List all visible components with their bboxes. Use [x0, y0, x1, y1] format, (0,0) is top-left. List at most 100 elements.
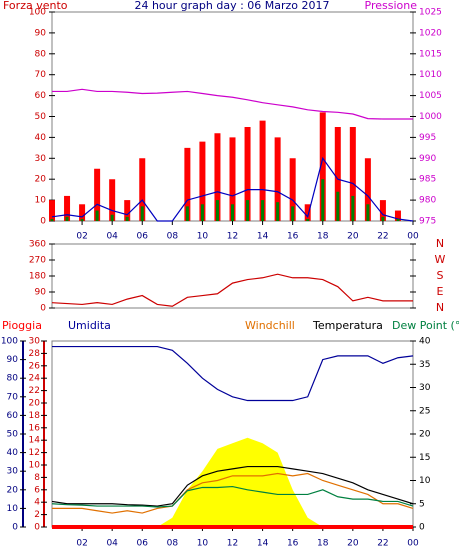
- y3-tick-label: 18: [29, 411, 41, 421]
- y2-tick-label: 40: [419, 337, 431, 347]
- y-tick-label: 70: [35, 70, 47, 80]
- x-tick-label: 16: [287, 232, 299, 242]
- y-tick-label: 80: [35, 49, 47, 59]
- x-tick-label: 04: [106, 232, 118, 242]
- y-tick-label: 60: [35, 91, 47, 101]
- legend-label: Windchill: [245, 319, 295, 332]
- y3-tick-label: 6: [34, 485, 40, 495]
- y2-tick-label: S: [437, 269, 444, 282]
- y2-tick-label: 1000: [419, 112, 442, 122]
- y2-tick-label: E: [437, 285, 444, 298]
- chart-title: 24 hour graph day : 06 Marzo 2017: [134, 0, 329, 12]
- x-tick-label: 22: [377, 232, 388, 242]
- x-tick-label: 14: [257, 232, 269, 242]
- series-line: [51, 273, 413, 307]
- series-line: [52, 472, 414, 514]
- x-tick-label: 00: [407, 232, 419, 242]
- x-tick-label: 02: [76, 539, 87, 549]
- y3-tick-label: 16: [29, 423, 41, 433]
- y2-tick-label: 1015: [419, 49, 442, 59]
- y2-tick-label: 30: [419, 383, 431, 393]
- pressure-axis-label: Pressione: [365, 0, 418, 12]
- legend-label: Pioggia: [2, 319, 42, 332]
- y-tick-label: 180: [29, 272, 46, 282]
- x-tick-label: 10: [197, 539, 209, 549]
- y3-tick-label: 24: [29, 374, 41, 384]
- x-tick-label: 06: [137, 539, 149, 549]
- y-tick-label: 100: [29, 8, 46, 18]
- solar-area: [52, 437, 413, 527]
- y-tick-label: 270: [29, 256, 46, 266]
- x-tick-label: 22: [377, 539, 388, 549]
- y-tick-label: 100: [1, 337, 18, 347]
- y3-tick-label: 8: [34, 473, 40, 483]
- y3-tick-label: 20: [29, 399, 41, 409]
- y2-tick-label: 990: [419, 154, 436, 164]
- y2-tick-label: 5: [419, 499, 425, 509]
- y-tick-label: 90: [35, 288, 47, 298]
- y2-tick-label: 985: [419, 175, 436, 185]
- y-tick-label: 90: [7, 355, 19, 365]
- y2-tick-label: 1010: [419, 70, 442, 80]
- y-tick-label: 40: [35, 133, 47, 143]
- x-tick-label: 20: [347, 539, 359, 549]
- y-tick-label: 80: [7, 374, 19, 384]
- y-tick-label: 70: [7, 392, 19, 402]
- x-tick-label: 04: [106, 539, 118, 549]
- y3-tick-label: 26: [29, 361, 41, 371]
- y2-tick-label: 995: [419, 133, 436, 143]
- y-tick-label: 0: [40, 304, 46, 314]
- series-line: [52, 88, 413, 120]
- y2-tick-label: N: [436, 301, 444, 314]
- x-tick-label: 12: [227, 539, 238, 549]
- y-tick-label: 90: [35, 28, 47, 38]
- y-tick-label: 50: [35, 112, 47, 122]
- y2-tick-label: 10: [419, 476, 431, 486]
- x-tick-label: 20: [347, 232, 359, 242]
- wind-axis-label: Forza vento: [3, 0, 68, 12]
- y3-tick-label: 12: [29, 448, 40, 458]
- y-tick-label: 20: [35, 175, 47, 185]
- y3-tick-label: 22: [29, 386, 40, 396]
- series-line: [52, 345, 414, 402]
- y-tick-label: 60: [7, 411, 19, 421]
- legend-label: Temperatura: [312, 319, 383, 332]
- y2-tick-label: 0: [419, 523, 425, 533]
- y2-tick-label: 1025: [419, 8, 442, 18]
- y2-tick-label: 25: [419, 406, 430, 416]
- y2-tick-label: 1020: [419, 28, 442, 38]
- x-tick-label: 18: [317, 232, 329, 242]
- y-tick-label: 0: [12, 523, 18, 533]
- series-line: [51, 465, 414, 507]
- y3-tick-label: 14: [29, 436, 41, 446]
- y2-tick-label: W: [435, 253, 446, 266]
- x-tick-label: 12: [227, 232, 238, 242]
- y2-tick-label: 980: [419, 196, 436, 206]
- y3-tick-label: 0: [34, 523, 40, 533]
- x-tick-label: 00: [407, 539, 419, 549]
- y2-tick-label: 975: [419, 217, 436, 227]
- y-tick-label: 10: [7, 504, 19, 514]
- y3-tick-label: 2: [34, 510, 40, 520]
- y-tick-label: 20: [7, 485, 19, 495]
- y2-tick-label: N: [436, 237, 444, 250]
- y3-tick-label: 28: [29, 349, 41, 359]
- x-tick-label: 02: [76, 232, 87, 242]
- series-line: [51, 485, 414, 508]
- y3-tick-label: 4: [34, 498, 40, 508]
- x-tick-label: 08: [167, 232, 179, 242]
- y2-tick-label: 1005: [419, 91, 442, 101]
- y2-tick-label: 15: [419, 453, 430, 463]
- y-tick-label: 0: [40, 217, 46, 227]
- x-tick-label: 08: [167, 539, 179, 549]
- legend-label: Umidita: [68, 319, 111, 332]
- y3-tick-label: 10: [29, 461, 41, 471]
- x-tick-label: 14: [257, 539, 269, 549]
- x-tick-label: 18: [317, 539, 329, 549]
- y2-tick-label: 35: [419, 360, 430, 370]
- y-tick-label: 360: [29, 240, 46, 250]
- y-tick-label: 40: [7, 448, 19, 458]
- y3-tick-label: 30: [29, 337, 41, 347]
- x-tick-label: 16: [287, 539, 299, 549]
